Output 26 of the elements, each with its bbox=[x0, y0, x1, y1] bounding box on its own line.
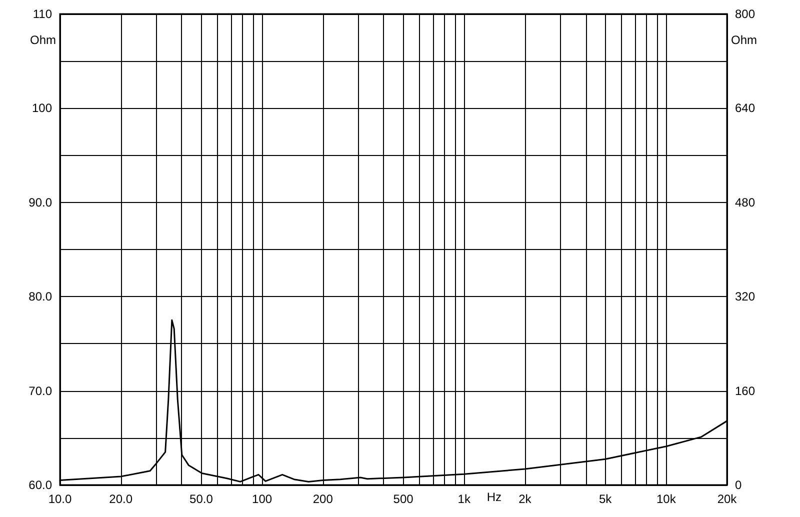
y-tick-label: 100 bbox=[32, 101, 52, 116]
y2-tick-label: 320 bbox=[735, 290, 756, 304]
y-tick-label: 90.0 bbox=[28, 195, 52, 210]
y2-tick-label: 480 bbox=[735, 195, 756, 210]
y2-axis-title: Ohm bbox=[731, 33, 758, 47]
x-tick-label: 2k bbox=[518, 492, 532, 506]
x-tick-label: 5k bbox=[599, 492, 613, 506]
x-tick-label: 20.0 bbox=[109, 492, 133, 506]
y-tick-label: 110 bbox=[32, 7, 52, 21]
x-tick-label: 100 bbox=[252, 492, 272, 506]
y2-tick-label: 160 bbox=[735, 384, 756, 398]
x-tick-label: 50.0 bbox=[190, 492, 214, 506]
x-axis-title: Hz bbox=[486, 490, 502, 504]
x-tick-label: 500 bbox=[393, 492, 414, 506]
y2-tick-label: 0 bbox=[735, 478, 742, 492]
y-tick-label: 60.0 bbox=[28, 478, 52, 492]
y2-tick-label: 800 bbox=[735, 7, 756, 21]
y-tick-label: 70.0 bbox=[28, 384, 52, 398]
y-axis-title: Ohm bbox=[30, 33, 56, 47]
x-tick-label: 10k bbox=[656, 492, 677, 506]
x-tick-label: 200 bbox=[312, 492, 334, 506]
x-tick-label: 1k bbox=[458, 492, 472, 506]
y-tick-label: 80.0 bbox=[28, 290, 52, 304]
x-tick-label: 10.0 bbox=[48, 492, 72, 506]
x-tick-label: 20k bbox=[717, 492, 738, 506]
y2-tick-label: 640 bbox=[735, 101, 756, 116]
